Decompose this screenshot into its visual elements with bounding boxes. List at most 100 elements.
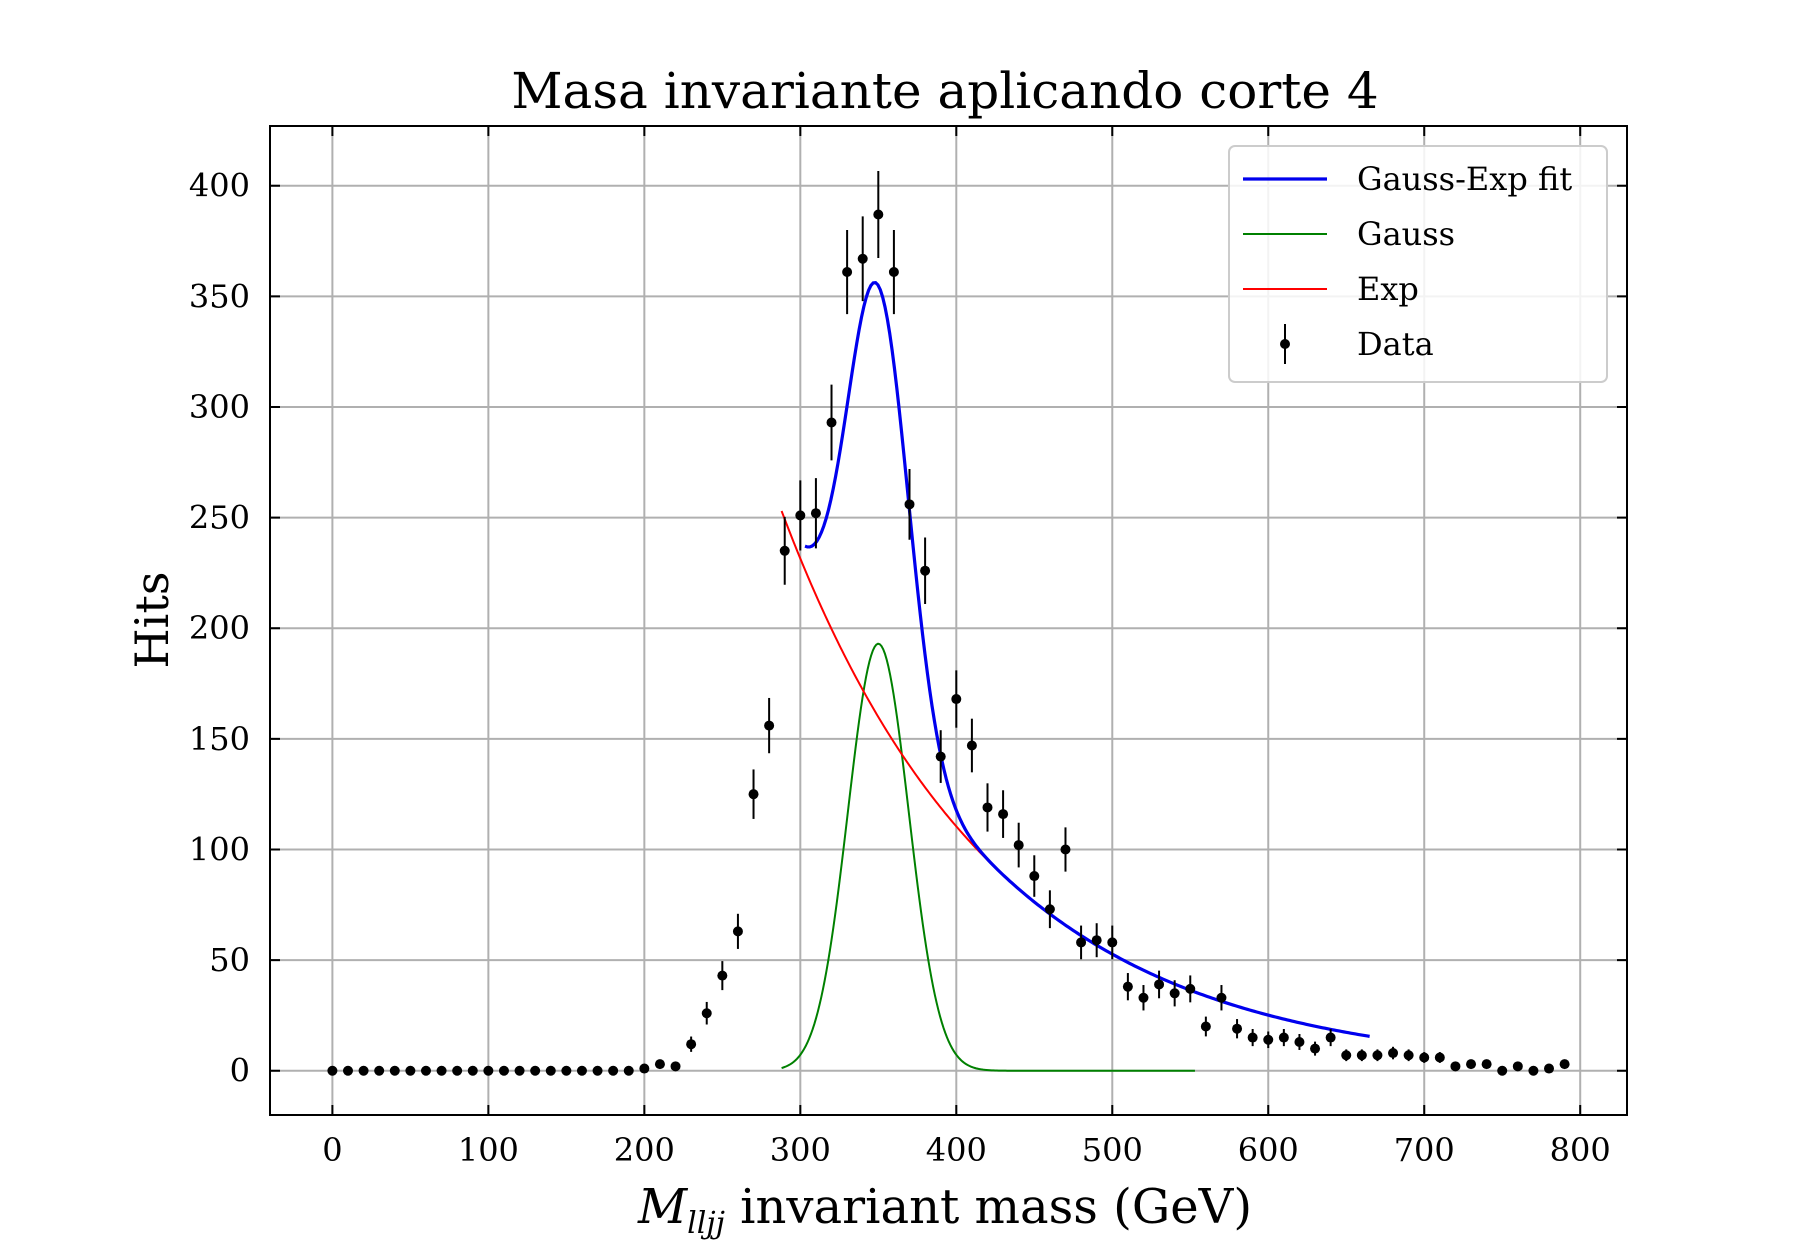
data-point: [1091, 923, 1102, 958]
data-marker: [436, 1065, 447, 1076]
axes: 0 100 200 300 400 500 600 700 800 0 50 100 150 200 250…: [189, 125, 1628, 1169]
data-marker: [935, 751, 946, 762]
data-point: [1356, 1049, 1367, 1062]
data-point: [764, 697, 775, 754]
data-marker: [888, 267, 899, 278]
data-marker: [1310, 1043, 1321, 1054]
data-marker: [1263, 1034, 1274, 1045]
data-point: [608, 1065, 619, 1076]
data-marker: [1169, 988, 1180, 999]
data-marker: [1232, 1023, 1243, 1034]
data-marker: [1559, 1059, 1570, 1070]
data-marker: [1388, 1048, 1399, 1059]
data-point: [857, 216, 868, 302]
data-marker: [1247, 1032, 1258, 1043]
data-marker: [1294, 1036, 1305, 1047]
data-point: [1419, 1052, 1430, 1063]
data-point: [1263, 1031, 1274, 1049]
data-marker: [857, 253, 868, 264]
x-axis-label-subscript: lljj: [687, 1206, 725, 1241]
series-line-gauss: [781, 642, 1195, 1072]
data-point: [498, 1065, 509, 1076]
data-marker: [1481, 1059, 1492, 1070]
chart-title: Masa invariante aplicando corte 4: [511, 62, 1378, 120]
y-tick-label: 300: [189, 388, 250, 426]
data-marker: [530, 1065, 541, 1076]
data-marker: [1076, 937, 1087, 948]
data-marker: [1450, 1061, 1461, 1072]
data-point: [1013, 822, 1024, 868]
data-marker: [686, 1039, 697, 1050]
data-marker: [1466, 1059, 1477, 1070]
data-marker: [452, 1065, 463, 1076]
data-point: [1138, 985, 1149, 1011]
data-marker: [810, 508, 821, 519]
x-tick-label: 0: [322, 1131, 342, 1169]
data-point: [1434, 1052, 1445, 1063]
legend-label: Gauss: [1357, 215, 1455, 253]
data-marker: [842, 267, 853, 278]
data-point: [1372, 1049, 1383, 1062]
data-point: [1247, 1028, 1258, 1047]
data-point: [1060, 827, 1071, 872]
data-marker: [779, 545, 790, 556]
data-point: [951, 670, 962, 728]
data-point: [748, 769, 759, 819]
data-marker: [623, 1065, 634, 1076]
data-point: [1029, 855, 1040, 897]
y-tick-label: 350: [189, 277, 250, 315]
data-marker: [1325, 1032, 1336, 1043]
data-marker: [1403, 1050, 1414, 1061]
data-point: [732, 913, 743, 949]
data-marker: [654, 1059, 665, 1070]
data-point: [935, 730, 946, 783]
data-point: [1544, 1063, 1555, 1074]
data-point: [1122, 973, 1133, 1001]
data-point: [452, 1065, 463, 1076]
data-point: [795, 480, 806, 551]
data-point: [374, 1065, 385, 1076]
x-tick-label: 600: [1238, 1131, 1299, 1169]
x-tick-label: 800: [1550, 1131, 1611, 1169]
data-marker: [1512, 1061, 1523, 1072]
data-point: [327, 1065, 338, 1076]
x-tick-label: 300: [770, 1131, 831, 1169]
data-point: [1216, 985, 1227, 1011]
data-point: [342, 1065, 353, 1076]
data-point: [966, 718, 977, 773]
data-marker: [608, 1065, 619, 1076]
data-point: [1044, 890, 1055, 929]
data-point: [592, 1065, 603, 1076]
y-tick-label: 250: [189, 499, 250, 537]
data-marker: [1200, 1021, 1211, 1032]
data-point: [670, 1061, 681, 1072]
data-point: [842, 229, 853, 315]
plot-series: [327, 170, 1570, 1076]
data-marker: [1497, 1065, 1508, 1076]
data-point: [654, 1059, 665, 1070]
data-marker: [1060, 844, 1071, 855]
data-point: [686, 1036, 697, 1052]
data-point: [1403, 1049, 1414, 1062]
data-point: [888, 229, 899, 315]
data-marker: [1544, 1063, 1555, 1074]
data-point: [514, 1065, 525, 1076]
data-marker: [873, 209, 884, 220]
data-point: [1200, 1016, 1211, 1037]
data-point: [1466, 1059, 1477, 1070]
data-point: [1450, 1061, 1461, 1072]
legend-entry: Exp: [1243, 270, 1419, 308]
data-point: [436, 1065, 447, 1076]
data-point: [1559, 1059, 1570, 1070]
data-marker: [498, 1065, 509, 1076]
data-marker: [327, 1065, 338, 1076]
data-marker: [998, 809, 1009, 820]
x-tick-label: 100: [458, 1131, 519, 1169]
data-marker: [1185, 983, 1196, 994]
data-point: [545, 1065, 556, 1076]
y-axis-label: Hits: [125, 572, 179, 669]
data-marker: [982, 802, 993, 813]
legend-entry: Gauss: [1243, 215, 1455, 253]
data-point: [1294, 1034, 1305, 1050]
